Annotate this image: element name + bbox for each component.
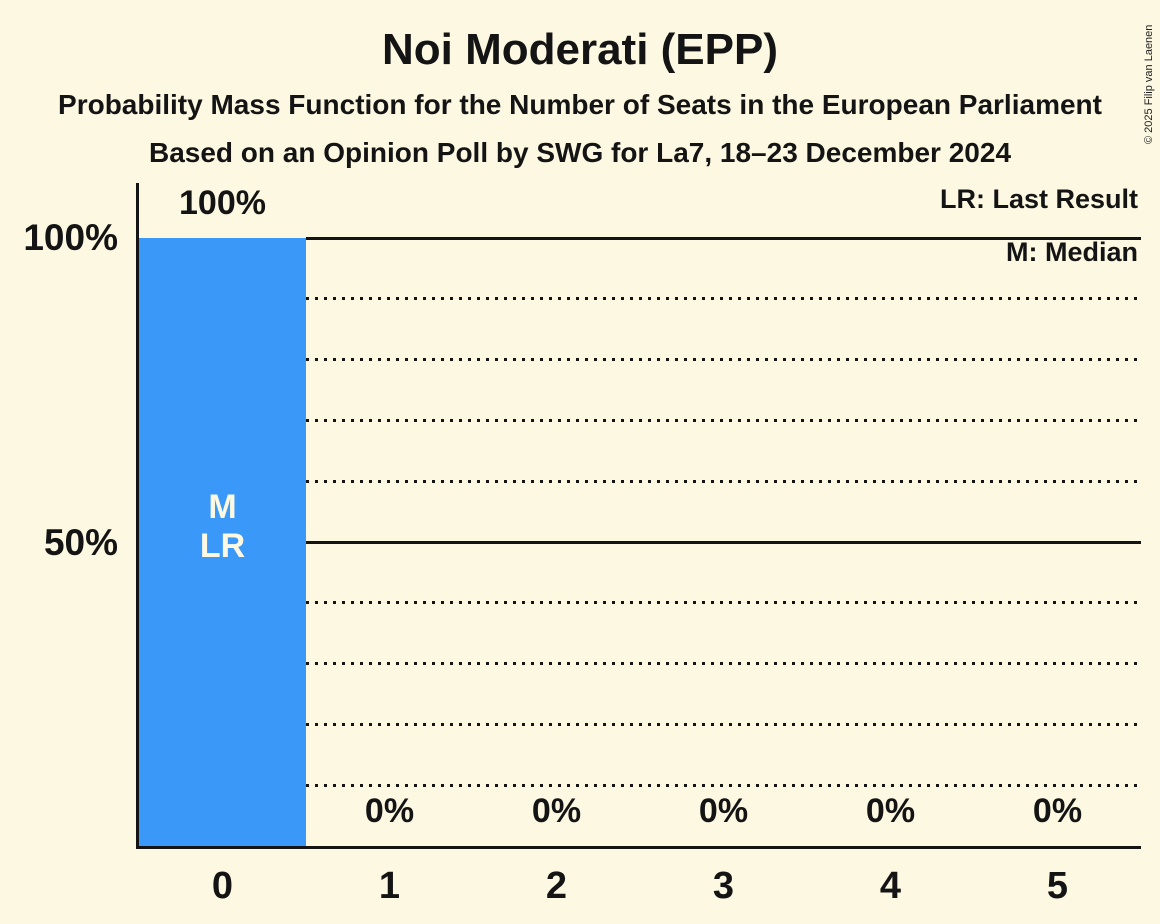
bar-value-label: 0%	[531, 792, 582, 830]
bar-value-label: 0%	[865, 792, 916, 830]
gridline-dotted	[306, 358, 1141, 362]
gridline-dotted	[306, 722, 1141, 726]
chart-subtitle: Probability Mass Function for the Number…	[58, 89, 1102, 120]
x-tick-5: 5	[1046, 865, 1069, 907]
y-axis-line	[136, 183, 139, 849]
bar-value-label: 0%	[1032, 792, 1083, 830]
y-axis-label-50: 50%	[43, 522, 118, 563]
probability-bar	[139, 238, 306, 846]
bar-value-label: 0%	[364, 792, 415, 830]
bar-slot-5: 0%	[974, 238, 1141, 846]
y-axis-label-100: 100%	[23, 217, 118, 258]
gridline-dotted	[306, 479, 1141, 483]
bar-slot-1: 0%	[306, 238, 473, 846]
gridline-dotted	[306, 418, 1141, 422]
chart-title: Noi Moderati (EPP)	[381, 25, 779, 74]
bar-median-lastresult-annotation: M LR	[139, 488, 306, 566]
last-result-marker: LR	[199, 527, 246, 565]
bar-slot-3: 0%	[640, 238, 807, 846]
median-marker: M	[208, 488, 237, 526]
gridline-solid	[306, 540, 1141, 544]
bar-slot-0: M LR 100%	[139, 186, 306, 846]
copyright-notice: © 2025 Filip van Laenen	[1143, 24, 1155, 144]
bar-value-label: 100%	[179, 184, 266, 222]
x-tick-1: 1	[378, 865, 401, 907]
gridline-solid	[306, 236, 1141, 240]
bar-slot-2: 0%	[473, 238, 640, 846]
x-tick-3: 3	[712, 865, 735, 907]
x-tick-2: 2	[545, 865, 568, 907]
x-tick-0: 0	[211, 865, 234, 907]
gridline-dotted	[306, 601, 1141, 605]
bar-value-label: 0%	[698, 792, 749, 830]
x-tick-4: 4	[879, 865, 902, 907]
legend-last-result: LR: Last Result	[939, 184, 1138, 214]
legend-median: M: Median	[1006, 237, 1138, 267]
x-axis-line	[136, 846, 1141, 849]
gridline-dotted	[306, 297, 1141, 301]
gridline-dotted	[306, 662, 1141, 666]
bar-slot-4: 0%	[807, 238, 974, 846]
chart-source-line: Based on an Opinion Poll by SWG for La7,…	[148, 137, 1012, 168]
gridline-dotted	[306, 783, 1141, 787]
